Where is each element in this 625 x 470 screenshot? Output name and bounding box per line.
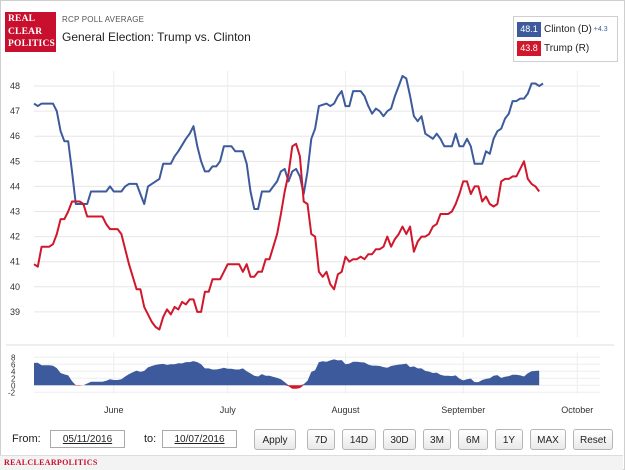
- range-7d-button[interactable]: 7D: [307, 429, 335, 450]
- y-tick-label: 46: [10, 131, 20, 141]
- logo-line: POLITICS: [8, 39, 56, 49]
- reset-button[interactable]: Reset: [573, 429, 613, 450]
- y-tick-label: 45: [10, 156, 20, 166]
- rcp-logo[interactable]: REAL CLEAR POLITICS: [5, 12, 56, 52]
- legend: 48.1 Clinton (D) +4.3 43.8 Trump (R): [513, 16, 618, 62]
- apply-button[interactable]: Apply: [254, 429, 296, 450]
- y-tick-label: 43: [10, 207, 20, 217]
- x-month-label: September: [441, 405, 485, 415]
- x-month-label: June: [104, 405, 124, 415]
- trump-value-badge: 43.8: [517, 41, 541, 57]
- legend-trump[interactable]: 43.8 Trump (R): [517, 40, 590, 57]
- trump-label: Trump (R): [544, 43, 590, 55]
- y-tick-label: 39: [10, 307, 20, 317]
- range-6m-button[interactable]: 6M: [458, 429, 488, 450]
- logo-line: REAL: [8, 14, 36, 24]
- to-label: to:: [144, 433, 157, 445]
- y-tick-label: 42: [10, 232, 20, 242]
- y-tick-label: 41: [10, 257, 20, 267]
- spread-tick-label: -2: [8, 388, 16, 397]
- x-month-label: October: [561, 405, 593, 415]
- trump-line: [33, 142, 541, 331]
- from-date-input[interactable]: 05/11/2016: [50, 430, 125, 448]
- range-30d-button[interactable]: 30D: [383, 429, 416, 450]
- clinton-label: Clinton (D): [544, 24, 592, 36]
- spread-tick-label: 2: [11, 374, 16, 383]
- footer-bar: [0, 455, 623, 470]
- spread-area-clinton: [34, 359, 540, 386]
- clinton-value-badge: 48.1: [517, 22, 541, 38]
- y-tick-label: 48: [10, 81, 20, 91]
- spread-tick-label: 8: [11, 353, 16, 362]
- chart-background: [6, 67, 614, 417]
- to-date-input[interactable]: 10/07/2016: [162, 430, 237, 448]
- chart-title: General Election: Trump vs. Clinton: [62, 30, 251, 44]
- logo-line: CLEAR: [8, 26, 43, 37]
- x-month-label: July: [220, 405, 237, 415]
- range-3m-button[interactable]: 3M: [423, 429, 451, 450]
- y-tick-label: 47: [10, 106, 20, 116]
- y-tick-label: 40: [10, 282, 20, 292]
- y-tick-label: 44: [10, 181, 20, 191]
- chart-subtitle: RCP POLL AVERAGE: [62, 15, 145, 24]
- date-controls: From: 05/11/2016 to: 10/07/2016 Apply 7D…: [0, 425, 623, 453]
- range-1y-button[interactable]: 1Y: [495, 429, 523, 450]
- x-month-label: August: [331, 405, 360, 415]
- from-label: From:: [12, 433, 41, 445]
- range-max-button[interactable]: MAX: [530, 429, 566, 450]
- spread-tick-label: 0: [11, 381, 16, 390]
- spread-value: +4.3: [593, 26, 608, 34]
- footer-brand: REALCLEARPOLITICS: [4, 458, 98, 467]
- legend-clinton[interactable]: 48.1 Clinton (D) +4.3: [517, 21, 608, 38]
- range-14d-button[interactable]: 14D: [342, 429, 376, 450]
- spread-tick-label: 4: [11, 367, 16, 376]
- spread-tick-label: 6: [11, 360, 16, 369]
